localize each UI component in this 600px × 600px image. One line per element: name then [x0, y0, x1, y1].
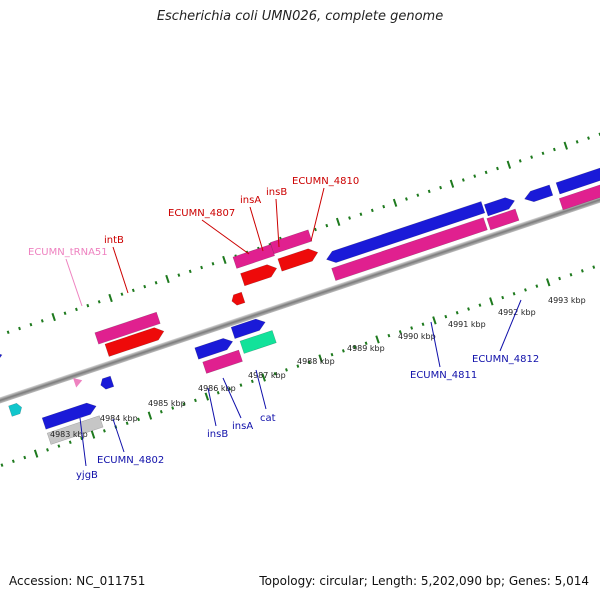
label-leader-line	[65, 258, 83, 307]
kbp-tick-label: 4983 kbp	[50, 430, 88, 439]
label-leader-line	[112, 418, 125, 453]
label-leader-line	[207, 387, 217, 427]
gene-label[interactable]: ECUMN_4802	[97, 455, 164, 466]
kbp-tick-label: 4990 kbp	[398, 332, 436, 341]
gene-insB-lower[interactable]	[202, 349, 243, 374]
gene-label[interactable]: ECUMN_4807	[168, 208, 235, 219]
label-leader-line	[201, 219, 250, 255]
cds-insB[interactable]	[277, 246, 320, 272]
gene-label[interactable]: ECUMN_4810	[292, 176, 359, 187]
gene-feature[interactable]	[558, 179, 600, 211]
gene-insB[interactable]	[269, 229, 313, 255]
label-leader-line	[255, 369, 267, 410]
kbp-tick-label: 4991 kbp	[448, 320, 486, 329]
gene-cat[interactable]	[239, 330, 277, 354]
gene-label[interactable]: insB	[266, 187, 287, 198]
cds-intB[interactable]	[104, 325, 166, 357]
label-leader-line	[275, 198, 280, 248]
genome-backbone	[0, 138, 600, 462]
gene-label[interactable]: insA	[232, 421, 253, 432]
gene-insA[interactable]	[232, 244, 275, 269]
genome-summary-text: Topology: circular; Length: 5,202,090 bp…	[259, 574, 589, 588]
gene-label[interactable]: insB	[207, 429, 228, 440]
cds-feature[interactable]	[0, 350, 4, 380]
cds-feature[interactable]	[523, 184, 554, 204]
cds-feature[interactable]	[41, 400, 98, 430]
cds-feature[interactable]	[230, 291, 246, 306]
gene-label[interactable]: cat	[260, 413, 276, 424]
gene-label[interactable]: yjgB	[76, 470, 98, 481]
kbp-tick-label: 4992 kbp	[498, 308, 536, 317]
gene-label[interactable]: ECUMN_4811	[410, 370, 477, 381]
inner-tick-track	[0, 265, 596, 467]
cds-insA-lower[interactable]	[230, 316, 267, 339]
kbp-tick-label: 4989 kbp	[347, 344, 385, 353]
gene-label[interactable]: intB	[104, 235, 124, 246]
kbp-tick-label: 4985 kbp	[148, 399, 186, 408]
kbp-tick-label: 4986 kbp	[198, 384, 236, 393]
gene-label[interactable]: ECUMN_tRNA51	[28, 247, 108, 258]
cds-feature[interactable]	[8, 402, 24, 417]
kbp-tick-label: 4993 kbp	[548, 296, 586, 305]
label-leader-line	[112, 246, 129, 294]
label-leader-line	[222, 377, 242, 419]
accession-text: Accession: NC_011751	[9, 574, 146, 588]
label-leader-line	[310, 187, 325, 242]
cds-insA[interactable]	[240, 262, 279, 287]
gene-ECUMN_4812[interactable]	[486, 208, 520, 231]
gene-label[interactable]: insA	[240, 195, 261, 206]
label-leader-line	[430, 321, 441, 368]
trna-marker[interactable]	[73, 376, 84, 388]
gene-intB[interactable]	[94, 311, 161, 345]
gene-label[interactable]: ECUMN_4812	[472, 354, 539, 365]
cds-insB-lower[interactable]	[194, 336, 235, 360]
kbp-tick-label: 4988 kbp	[297, 357, 335, 366]
cds-ECUMN_4812[interactable]	[483, 195, 516, 217]
label-leader-line	[249, 206, 264, 252]
cds-ECUMN_4811[interactable]	[325, 201, 486, 265]
gene-feature[interactable]	[46, 415, 104, 445]
cds-feature[interactable]	[555, 164, 600, 195]
label-leader-line	[499, 299, 522, 352]
kbp-tick-label: 4987 kbp	[248, 371, 286, 380]
cds-feature[interactable]	[99, 375, 115, 390]
kbp-tick-label: 4984 kbp	[100, 414, 138, 423]
map-title: Escherichia coli UMN026, complete genome	[156, 9, 444, 24]
gene-ECUMN_4811[interactable]	[331, 217, 488, 281]
label-leader-line	[79, 417, 87, 467]
